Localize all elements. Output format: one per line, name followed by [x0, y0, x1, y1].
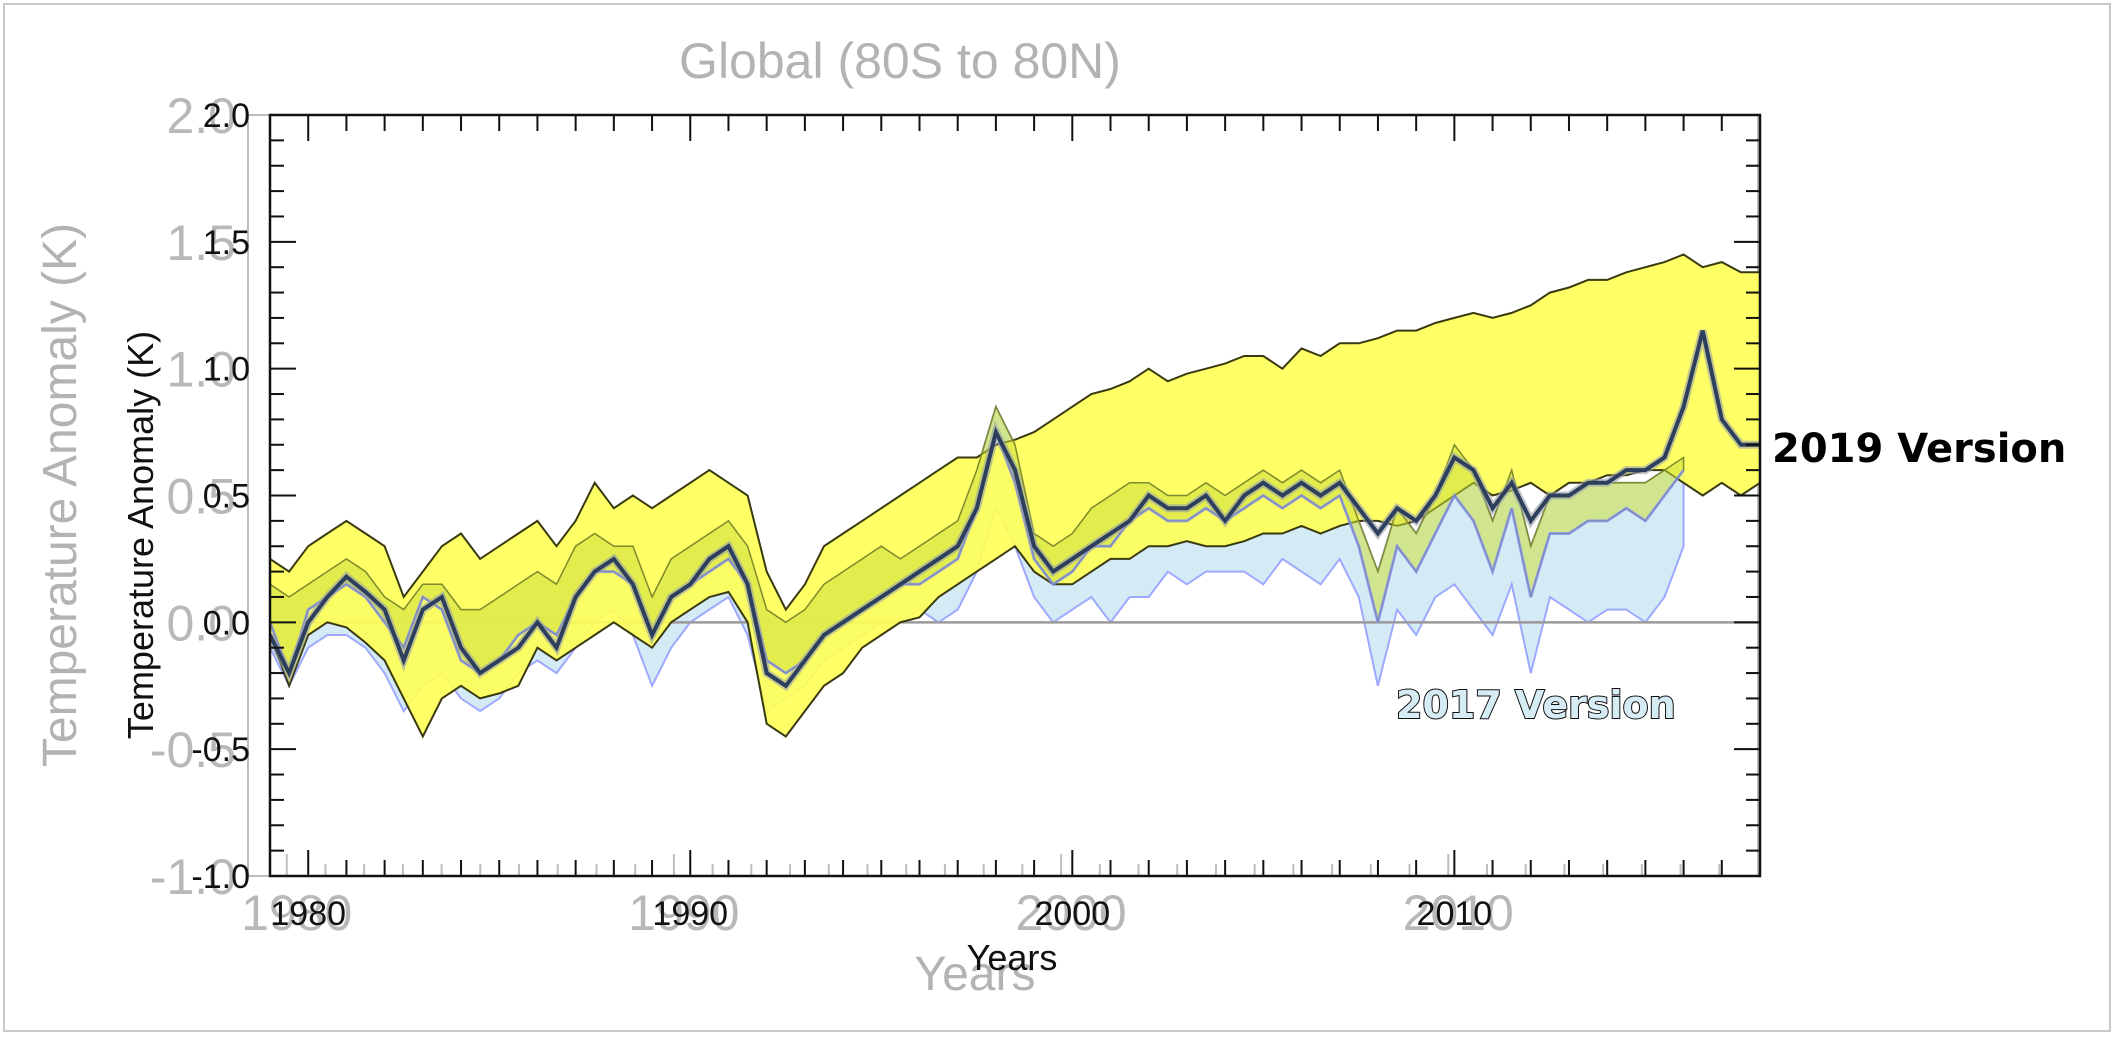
- ghost-x-tick-labels: 1980 1990 2000 2010: [241, 885, 1514, 941]
- x-tick-label: 2010: [1417, 895, 1493, 933]
- ghost-x-tick-label: 1980: [241, 885, 352, 941]
- ghost-y-tick-label: 1.0: [166, 342, 236, 398]
- plot-area: [270, 253, 1760, 739]
- y-tick-label: 1.0: [203, 351, 250, 389]
- y-axis-label: Temperature Anomaly (K): [120, 331, 161, 739]
- ghost-y-tick-label: 1.5: [166, 215, 236, 271]
- ghost-y-tick-label: -1.0: [150, 849, 236, 905]
- central-line: [270, 330, 1760, 689]
- ghost-x-tick-label: 2010: [1403, 885, 1514, 941]
- ghost-y-tick-label: -0.5: [150, 722, 236, 778]
- ghost-y-axis-label: Temperature Anomaly (K): [34, 223, 87, 767]
- y-tick-label: -0.5: [191, 731, 250, 769]
- chart-title: Global (80S to 80N): [679, 33, 1121, 89]
- x-tick-label: 2000: [1034, 895, 1110, 933]
- x-tick-label: 1990: [652, 895, 728, 933]
- x-tick-labels: 1980 1990 2000 2010: [270, 895, 1492, 933]
- ghost-x-tick-label: 2000: [1015, 885, 1126, 941]
- plot-data-layer: [270, 253, 1760, 739]
- ghost-x-axis-label: Years: [915, 948, 1036, 1001]
- ghost-y-tick-labels: 2.0 1.5 1.0 0.5 0.0 -0.5 -1.0: [150, 88, 236, 905]
- y-tick-label: 2.0: [203, 97, 250, 135]
- y-tick-label: 0.0: [203, 604, 250, 642]
- ghost-y-tick-label: 0.0: [166, 595, 236, 651]
- ghost-y-tick-label: 0.5: [166, 469, 236, 525]
- ghost-x-tick-label: 1990: [628, 885, 739, 941]
- y-tick-label: 1.5: [203, 224, 250, 262]
- ghost-y-tick-label: 2.0: [166, 88, 236, 144]
- y-tick-label: 0.5: [203, 478, 250, 516]
- y-tick-label: -1.0: [191, 858, 250, 896]
- annotation-2017-version: 2017 Version: [1396, 683, 1676, 727]
- x-axis-label: Years: [967, 937, 1058, 978]
- annotation-2019-version: 2019 Version: [1772, 426, 2066, 472]
- x-tick-label: 1980: [270, 895, 346, 933]
- y-tick-labels: 2.0 1.5 1.0 0.5 0.0 -0.5 -1.0: [191, 97, 250, 896]
- main-axis-frame: [268, 113, 1762, 878]
